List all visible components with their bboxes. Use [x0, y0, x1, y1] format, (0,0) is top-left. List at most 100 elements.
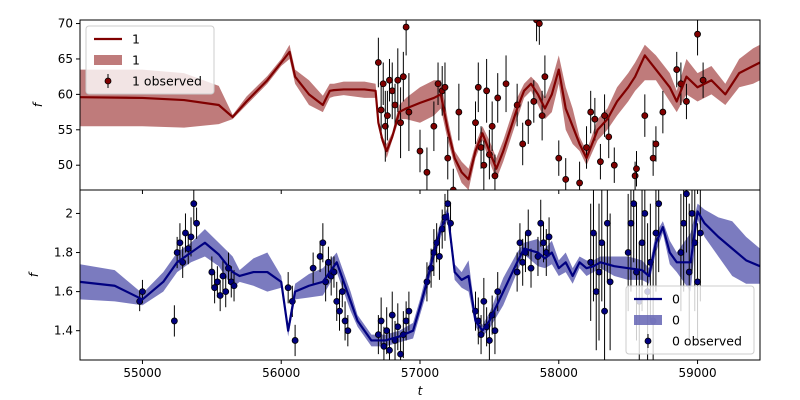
observed-marker [309, 264, 317, 272]
observed-marker [502, 80, 510, 88]
observed-marker [535, 20, 543, 27]
y-tick-label: 1.4 [54, 324, 73, 338]
legend-label: 0 [672, 313, 680, 328]
observed-marker [597, 158, 604, 166]
observed-marker [394, 323, 402, 331]
observed-point [513, 252, 521, 292]
observed-point [601, 94, 608, 137]
top-panel: 50 55 60 65 70 f 1 1 1 observed [31, 17, 761, 194]
observed-point [699, 62, 707, 98]
observed-point [683, 83, 690, 120]
observed-point [222, 275, 230, 308]
observed-marker [219, 272, 227, 280]
observed-marker [576, 179, 583, 187]
observed-marker [610, 161, 618, 169]
bottom-x-axis-label: t [418, 384, 424, 398]
observed-marker [381, 122, 389, 130]
observed-marker [659, 108, 667, 116]
observed-marker [538, 112, 546, 120]
observed-point [434, 62, 442, 105]
observed-point [555, 140, 563, 176]
observed-marker [530, 98, 538, 105]
observed-point [683, 190, 690, 253]
bottom-plot-area [80, 190, 760, 360]
legend-marker-swatch [104, 77, 112, 85]
observed-marker [405, 307, 413, 315]
observed-point [455, 83, 463, 141]
observed-marker [391, 101, 399, 109]
observed-point [380, 326, 388, 360]
bottom-panel: 1.4 1.6 1.8 2 55000 56000 57000 58000 59000 f t… [27, 189, 761, 398]
model-mean-line [80, 50, 760, 181]
y-tick-label: 70 [58, 17, 73, 31]
observed-point [193, 207, 200, 239]
observed-point [436, 232, 443, 280]
model-uncertainty-band [80, 44, 760, 190]
observed-point [416, 129, 424, 173]
legend-label: 0 observed [672, 334, 742, 349]
observed-marker [455, 108, 463, 116]
observed-point [379, 62, 387, 105]
y-tick-label: 60 [58, 87, 73, 101]
observed-marker [325, 258, 332, 266]
model-uncertainty-band [80, 203, 760, 347]
observed-marker [630, 200, 638, 208]
observed-point [216, 279, 224, 312]
observed-marker [480, 161, 488, 169]
observed-point [402, 20, 410, 56]
observed-point [170, 305, 178, 337]
observed-marker [449, 186, 457, 190]
observed-point [344, 315, 352, 347]
observed-point [399, 51, 407, 102]
observed-marker [336, 307, 343, 315]
observed-marker [545, 233, 553, 241]
legend-band-swatch [634, 315, 662, 325]
observed-point [388, 291, 396, 339]
observed-marker [333, 297, 341, 305]
observed-point [405, 73, 413, 152]
top-legend: 1 1 1 observed [85, 25, 215, 95]
observed-marker [677, 249, 685, 256]
observed-point [291, 324, 299, 357]
observed-point [590, 190, 597, 302]
legend-label: 0 [672, 292, 680, 307]
observed-marker [434, 80, 442, 88]
observed-marker [388, 87, 396, 95]
y-tick-label: 65 [58, 52, 73, 66]
observed-marker [316, 253, 324, 260]
observed-marker [477, 331, 485, 338]
observed-marker [208, 268, 216, 276]
legend-label: 1 observed [132, 74, 202, 89]
observed-marker [694, 278, 701, 286]
observed-marker [444, 200, 452, 208]
observed-point [591, 97, 599, 141]
observed-marker [601, 112, 608, 120]
observed-marker [555, 154, 563, 162]
observed-marker [187, 233, 195, 241]
observed-point [606, 213, 614, 351]
legend-label: 1 [132, 32, 140, 47]
observed-marker [394, 76, 402, 84]
legend-band-swatch [94, 55, 122, 65]
observed-point [597, 143, 604, 180]
observed-marker [170, 317, 178, 325]
observed-marker [319, 239, 327, 247]
observed-marker [590, 229, 597, 237]
observed-marker [485, 337, 493, 344]
observed-marker [480, 297, 488, 305]
observed-marker [374, 59, 382, 66]
model-mean-line [80, 210, 760, 342]
observed-point [659, 90, 667, 134]
observed-marker [513, 268, 521, 276]
observed-marker [182, 229, 189, 237]
observed-point [374, 37, 382, 88]
observed-marker [680, 219, 688, 227]
observed-marker [592, 288, 600, 296]
observed-marker [627, 219, 635, 227]
observed-marker [491, 327, 499, 335]
observed-point [488, 101, 496, 152]
observed-marker [430, 122, 438, 130]
observed-point [524, 101, 532, 144]
observed-point [383, 307, 391, 355]
observed-point [397, 87, 404, 159]
